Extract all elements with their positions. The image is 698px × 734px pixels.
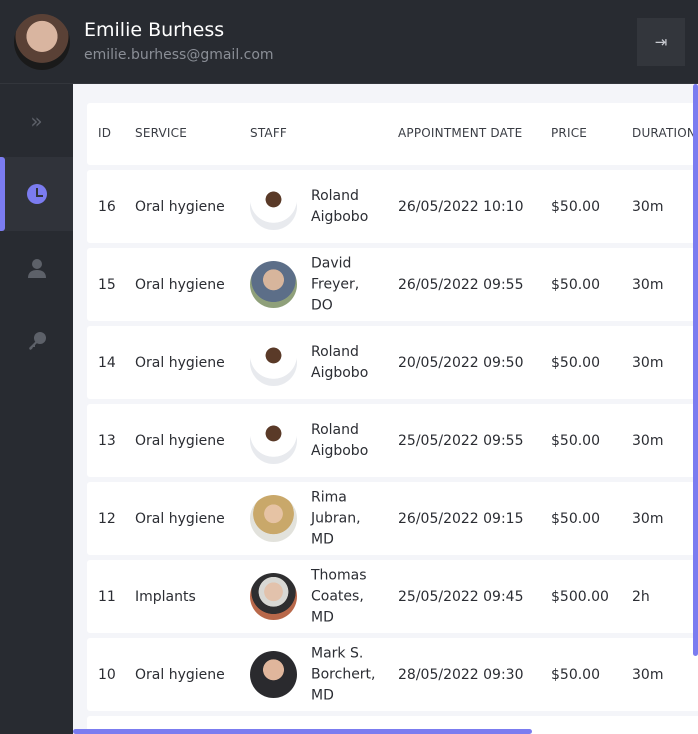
cell-staff: Roland Aigbobo <box>311 342 368 384</box>
cell-duration: 30m <box>632 354 664 371</box>
cell-service: Oral hygiene <box>135 198 225 215</box>
cell-date: 26/05/2022 09:55 <box>398 276 524 293</box>
table-row[interactable]: 11 Implants Thomas Coates, MD 25/05/2022 0… <box>87 560 698 633</box>
staff-avatar <box>250 261 297 308</box>
cell-price: $50.00 <box>551 666 600 683</box>
cell-id: 10 <box>98 666 116 683</box>
cell-price: $50.00 <box>551 432 600 449</box>
cell-duration: 30m <box>632 666 664 683</box>
staff-name-line: Aigbobo <box>311 208 369 225</box>
cell-service: Implants <box>135 588 196 605</box>
staff-name-line: Aigbobo <box>311 442 369 459</box>
main-content: ID SERVICE STAFF APPOINTMENT DATE PRICE … <box>73 84 698 734</box>
staff-name-line: MD <box>311 609 334 625</box>
cell-service: Oral hygiene <box>135 432 225 449</box>
cell-staff: Rima Jubran, MD <box>311 487 361 550</box>
table-row[interactable]: 10 Oral hygiene Mark S. Borchert, MD 28/05… <box>87 638 698 711</box>
cell-duration: 30m <box>632 510 664 527</box>
cell-date: 20/05/2022 09:50 <box>398 354 524 371</box>
user-icon <box>27 259 46 278</box>
cell-staff: David Freyer, DO <box>311 253 359 316</box>
staff-avatar <box>250 339 297 386</box>
staff-name-line: MD <box>311 687 334 703</box>
header-staff[interactable]: STAFF <box>250 126 288 140</box>
staff-name-line: Aigbobo <box>311 364 369 381</box>
cell-duration: 30m <box>632 432 664 449</box>
cell-id: 11 <box>98 588 116 605</box>
staff-name-line: DO <box>311 297 333 313</box>
staff-name-line: Jubran, <box>311 510 361 526</box>
sidebar: » <box>0 84 73 734</box>
key-icon <box>28 332 46 350</box>
header-appointment-date[interactable]: APPOINTMENT DATE <box>398 126 523 140</box>
user-email: emilie.burhess@gmail.com <box>84 47 274 63</box>
cell-price: $50.00 <box>551 198 600 215</box>
vertical-scrollbar[interactable] <box>693 84 698 656</box>
horizontal-scrollbar[interactable] <box>73 729 532 734</box>
cell-id: 13 <box>98 432 116 449</box>
cell-staff: Roland Aigbobo <box>311 186 368 228</box>
cell-date: 26/05/2022 10:10 <box>398 198 524 215</box>
cell-id: 12 <box>98 510 116 527</box>
cell-staff: Mark S. Borchert, MD <box>311 643 376 706</box>
sidebar-item-appointments[interactable] <box>0 157 73 231</box>
sidebar-item-password[interactable] <box>0 304 73 378</box>
sidebar-item-profile[interactable] <box>0 231 73 305</box>
cell-price: $50.00 <box>551 510 600 527</box>
table-row[interactable]: 14 Oral hygiene Roland Aigbobo 20/05/2022… <box>87 326 698 399</box>
staff-avatar <box>250 417 297 464</box>
cell-service: Oral hygiene <box>135 666 225 683</box>
staff-name-line: Rima <box>311 489 347 505</box>
cell-id: 14 <box>98 354 116 371</box>
staff-avatar <box>250 495 297 542</box>
cell-price: $500.00 <box>551 588 609 605</box>
cell-date: 26/05/2022 09:15 <box>398 510 524 527</box>
cell-service: Oral hygiene <box>135 354 225 371</box>
cell-date: 25/05/2022 09:55 <box>398 432 524 449</box>
table-row[interactable]: 15 Oral hygiene David Freyer, DO 26/05/202… <box>87 248 698 321</box>
staff-name-line: Freyer, <box>311 276 360 292</box>
logout-icon: ⇥ <box>654 33 668 51</box>
header-duration[interactable]: DURATION <box>632 126 697 140</box>
header-price[interactable]: PRICE <box>551 126 588 140</box>
cell-price: $50.00 <box>551 354 600 371</box>
header-service[interactable]: SERVICE <box>135 126 187 140</box>
staff-name-line: Roland <box>311 187 359 204</box>
cell-service: Oral hygiene <box>135 510 225 527</box>
table-row[interactable]: 16 Oral hygiene Roland Aigbobo 26/05/2022… <box>87 170 698 243</box>
cell-duration: 30m <box>632 198 664 215</box>
cell-service: Oral hygiene <box>135 276 225 293</box>
staff-avatar <box>250 573 297 620</box>
staff-avatar <box>250 183 297 230</box>
sidebar-expand-button[interactable]: » <box>0 84 73 158</box>
staff-avatar <box>250 651 297 698</box>
cell-date: 25/05/2022 09:45 <box>398 588 524 605</box>
staff-name-line: Mark S. <box>311 645 364 661</box>
user-name: Emilie Burhess <box>84 19 225 41</box>
header-id[interactable]: ID <box>98 126 112 140</box>
cell-duration: 2h <box>632 588 650 605</box>
clock-icon <box>26 184 47 204</box>
staff-name-line: David <box>311 255 352 271</box>
header: Emilie Burhess emilie.burhess@gmail.com … <box>0 0 698 84</box>
staff-name-line: MD <box>311 531 334 547</box>
cell-id: 16 <box>98 198 116 215</box>
staff-name-line: Roland <box>311 421 359 438</box>
table-row[interactable]: 13 Oral hygiene Roland Aigbobo 25/05/2022… <box>87 404 698 477</box>
staff-name-line: Coates, <box>311 588 364 604</box>
staff-name-line: Roland <box>311 343 359 360</box>
chevron-double-right-icon: » <box>30 109 43 133</box>
cell-staff: Roland Aigbobo <box>311 420 368 462</box>
staff-name-line: Thomas <box>311 567 367 583</box>
cell-date: 28/05/2022 09:30 <box>398 666 524 683</box>
cell-id: 15 <box>98 276 116 293</box>
table-header: ID SERVICE STAFF APPOINTMENT DATE PRICE … <box>87 103 698 165</box>
user-avatar <box>14 14 70 70</box>
table-row[interactable]: 12 Oral hygiene Rima Jubran, MD 26/05/2022… <box>87 482 698 555</box>
cell-duration: 30m <box>632 276 664 293</box>
cell-price: $50.00 <box>551 276 600 293</box>
cell-staff: Thomas Coates, MD <box>311 565 367 628</box>
staff-name-line: Borchert, <box>311 666 376 682</box>
logout-button[interactable]: ⇥ <box>637 18 685 66</box>
